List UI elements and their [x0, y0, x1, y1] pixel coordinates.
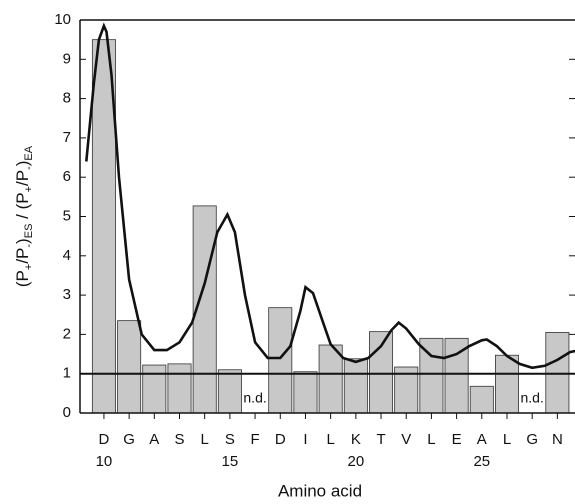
- x-tick-label: A: [477, 431, 487, 448]
- x-tick-label: E: [452, 431, 462, 448]
- y-tick-label: 0: [63, 404, 71, 421]
- x-tick-label: G: [526, 431, 538, 448]
- x-tick-label: T: [376, 431, 385, 448]
- x-axis-label: Amino acid: [278, 481, 362, 500]
- y-tick-label: 10: [54, 11, 71, 28]
- y-label-sub: -: [23, 166, 35, 170]
- residue-label: 15: [222, 453, 239, 470]
- x-tick-label: L: [427, 431, 435, 448]
- bar: [293, 371, 318, 414]
- y-label-sub: +: [23, 186, 35, 192]
- y-tick-label: 3: [63, 286, 71, 303]
- x-tick-label: V: [401, 431, 411, 448]
- y-tick-label: 7: [63, 129, 71, 146]
- residue-label: 10: [96, 453, 113, 470]
- bar: [167, 363, 192, 414]
- x-tick-label: S: [225, 431, 235, 448]
- bar: [268, 307, 293, 414]
- residue-label: 25: [473, 453, 490, 470]
- x-tick-label: L: [503, 431, 511, 448]
- y-tick-label: 9: [63, 50, 71, 67]
- na-label: n.d.: [520, 390, 543, 406]
- y-tick-label: 1: [63, 365, 71, 382]
- bar: [117, 320, 142, 414]
- y-label-part: ): [13, 161, 32, 167]
- y-tick-label: 8: [63, 90, 71, 107]
- x-tick-label: L: [201, 431, 209, 448]
- x-tick-label: S: [174, 431, 184, 448]
- y-tick-label: 6: [63, 168, 71, 185]
- x-tick-label: D: [99, 431, 110, 448]
- x-tick-label: G: [123, 431, 135, 448]
- x-tick-label: D: [275, 431, 286, 448]
- bar: [469, 385, 494, 414]
- y-label-part: /P: [13, 170, 32, 186]
- y-label-part: ): [13, 238, 32, 244]
- x-tick-label: F: [250, 431, 259, 448]
- bar: [318, 344, 343, 414]
- y-axis-label: (P+/P-)ES / (P+/P-)EA: [13, 145, 34, 287]
- y-label-sub: -: [23, 244, 35, 248]
- x-tick-label: K: [351, 431, 361, 448]
- y-tick-label: 2: [63, 325, 71, 342]
- na-label: n.d.: [243, 390, 266, 406]
- fit-curve: [85, 22, 575, 370]
- x-tick-label: N: [552, 431, 563, 448]
- y-tick-label: 5: [63, 207, 71, 224]
- y-label-part: (P: [13, 270, 32, 287]
- y-tick-label: 4: [63, 247, 71, 264]
- bar: [343, 358, 368, 414]
- y-label-sub: EA: [23, 145, 35, 160]
- x-tick-label: I: [303, 431, 307, 448]
- bar: [494, 354, 519, 414]
- y-label-part: /P: [13, 248, 32, 264]
- y-label-sub: +: [23, 264, 35, 270]
- residue-label: 20: [347, 453, 364, 470]
- bar: [142, 364, 167, 414]
- x-tick-label: A: [149, 431, 159, 448]
- y-label-part: / (P: [13, 192, 32, 223]
- bar: [217, 369, 242, 414]
- x-tick-label: L: [326, 431, 334, 448]
- y-label-sub: ES: [23, 224, 35, 239]
